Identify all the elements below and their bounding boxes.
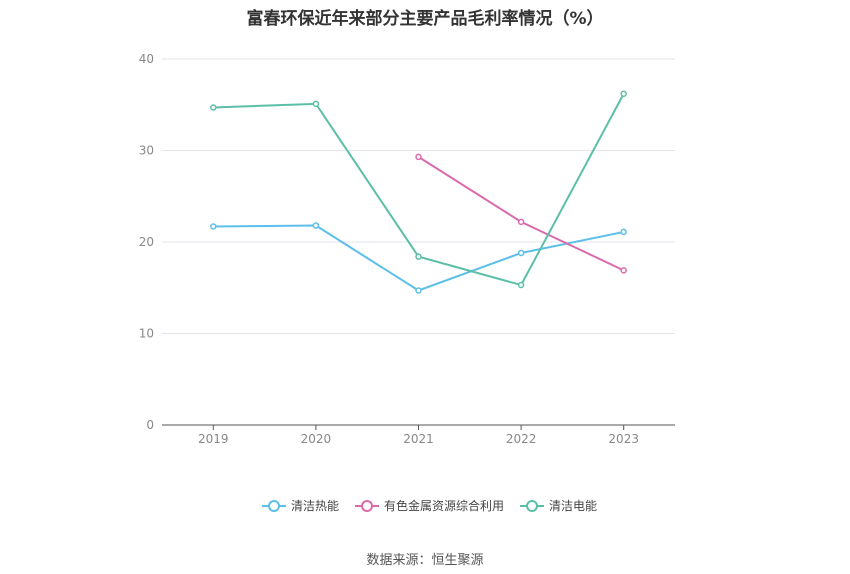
data-point[interactable] [620,90,627,98]
y-tick-label: 40 [139,52,154,66]
data-point[interactable] [210,223,217,230]
x-tick-label: 2022 [506,432,537,446]
y-tick-label: 20 [139,235,154,249]
data-point[interactable] [210,104,217,111]
x-tick-label: 2021 [403,432,434,446]
legend-item-1[interactable]: 清洁热能 [262,499,339,513]
data-point[interactable] [312,100,320,108]
legend-item-2[interactable]: 有色金属资源综合利用 [355,498,504,513]
series-points [210,90,627,294]
data-point[interactable] [517,218,525,226]
y-tick-label: 30 [139,144,154,158]
legend-label: 清洁热能 [291,499,339,513]
data-point[interactable] [312,222,320,229]
x-tick-label: 2019 [198,432,229,446]
data-point[interactable] [415,287,422,294]
legend-marker [526,500,539,512]
x-tick-label: 2020 [301,432,332,446]
legend-item-3[interactable]: 清洁电能 [520,499,597,513]
y-axis-ticks: 0 10 20 30 40 [139,52,154,432]
x-axis: 2019 2020 2021 2022 2023 [162,424,675,446]
legend-label: 清洁电能 [549,499,597,513]
legend: 清洁热能 有色金属资源综合利用 清洁电能 [262,498,597,513]
data-point[interactable] [517,249,525,257]
x-tick-label: 2023 [608,432,639,446]
legend-marker [361,500,374,512]
legend-marker [268,500,280,512]
data-source-note: 数据来源：恒生聚源 [366,553,484,568]
data-point[interactable] [620,228,627,236]
chart-title: 富春环保近年来部分主要产品毛利率情况（%） [246,9,604,29]
legend-label: 有色金属资源综合利用 [384,498,504,513]
y-tick-label: 0 [146,418,154,432]
data-point[interactable] [517,281,525,289]
data-point[interactable] [620,267,627,274]
data-point[interactable] [415,153,422,161]
series-lines [213,93,625,292]
y-tick-label: 10 [139,327,154,341]
data-point[interactable] [415,253,422,260]
grid-lines [162,58,675,334]
